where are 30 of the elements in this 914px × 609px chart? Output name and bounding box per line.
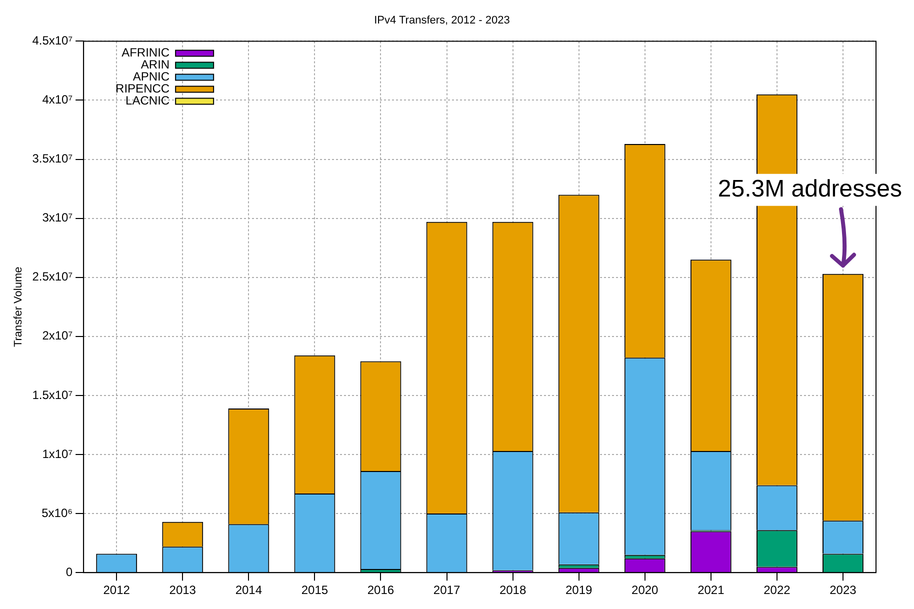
y-axis-title: Transfer Volume	[12, 266, 25, 348]
y-tick-label: 0	[66, 564, 73, 579]
annotation: 25.3M addresses	[718, 175, 902, 202]
legend-label: APNIC	[132, 70, 170, 84]
x-tick-label: 2017	[433, 583, 460, 598]
x-tick-label: 2015	[301, 583, 328, 598]
x-tick-label: 2014	[235, 583, 262, 598]
x-tick-label: 2019	[565, 583, 593, 598]
x-tick-label: 2020	[632, 583, 659, 598]
x-tick-label: 2018	[499, 583, 526, 598]
y-tick-label: 2x10⁷	[42, 328, 73, 343]
y-tick-label: 3x10⁷	[42, 210, 73, 225]
x-tick-label: 2013	[169, 583, 196, 598]
y-tick-label: 4x10⁷	[42, 92, 73, 107]
y-tick-label: 1x10⁷	[42, 446, 73, 461]
x-tick-label: 2023	[830, 583, 857, 598]
x-tick-label: 2021	[698, 583, 725, 598]
y-tick-label: 4.5x10⁷	[32, 34, 73, 48]
chart-title: IPv4 Transfers, 2012 - 2023	[374, 14, 510, 27]
y-tick-label: 5x10⁶	[42, 506, 73, 520]
y-tick-label: 2.5x10⁷	[32, 270, 73, 284]
legend-label: RIPENCC	[116, 82, 170, 96]
legend-label: LACNIC	[126, 94, 170, 108]
x-tick-label: 2022	[764, 583, 791, 598]
x-tick-label: 2016	[367, 583, 394, 598]
legend-label: AFRINIC	[122, 46, 170, 60]
legend-label: ARIN	[140, 58, 170, 72]
y-tick-label: 1.5x10⁷	[32, 388, 73, 402]
y-tick-label: 3.5x10⁷	[32, 152, 73, 166]
x-tick-label: 2012	[103, 583, 130, 598]
